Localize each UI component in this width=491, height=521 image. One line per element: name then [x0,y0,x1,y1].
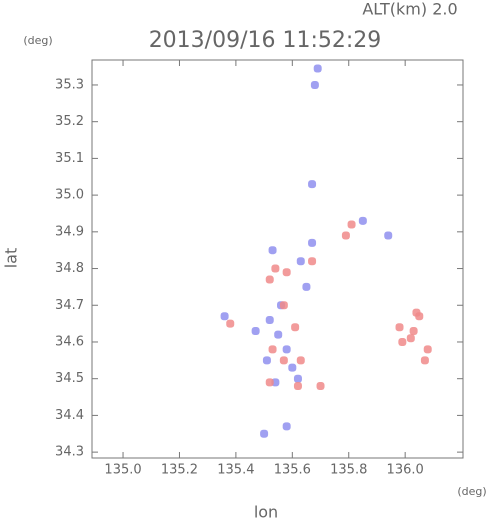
echo-patch [293,382,302,391]
plot-frame [91,59,464,459]
echo-patch [268,345,277,354]
echo-patch [406,334,415,343]
echo-patch [293,374,302,383]
echo-patch [282,422,291,431]
echo-patch [265,275,274,284]
x-tick-label: 135.2 [161,463,198,478]
echo-patch [313,64,322,73]
y-tick-label: 34.7 [55,298,84,313]
y-unit: (deg) [23,34,52,47]
echo-patch [279,301,288,310]
y-tick-label: 34.6 [55,334,84,349]
echo-patch [262,356,271,365]
y-tick-label: 35.1 [55,151,84,166]
echo-patch [310,80,319,89]
x-axis-label: lon [254,503,278,521]
echo-patch [395,323,404,332]
echo-patch [279,356,288,365]
echo-patch [409,326,418,335]
x-tick-label: 136.0 [387,463,424,478]
y-tick-label: 34.3 [55,445,84,460]
echo-patch [358,216,367,225]
y-axis-label: lat [2,248,21,269]
y-tick-label: 34.8 [55,261,84,276]
y-tick-label: 35.2 [55,114,84,129]
echo-patch [398,337,407,346]
echo-patch [274,330,283,339]
x-unit: (deg) [457,485,486,498]
echo-patch [265,315,274,324]
echo-patch [226,319,235,328]
echo-patch [268,246,277,255]
x-tick-label: 135.6 [274,463,311,478]
y-tick-label: 34.9 [55,224,84,239]
echo-patch [308,238,317,247]
x-tick-label: 135.0 [104,463,141,478]
y-tick-label: 35.0 [55,188,84,203]
echo-patch [341,231,350,240]
echo-patch [412,308,421,317]
y-tick-label: 35.3 [55,77,84,92]
echo-patch [260,429,269,438]
echo-patch [308,257,317,266]
echo-patch [265,378,274,387]
echo-patch [282,345,291,354]
echo-patch [423,345,432,354]
x-tick-label: 135.4 [217,463,254,478]
y-tick-label: 34.5 [55,371,84,386]
chart-subtitle: ALT(km) 2.0 [362,0,457,19]
echo-patch [316,382,325,391]
echo-patch [271,264,280,273]
y-tick-label: 34.4 [55,408,84,423]
echo-patch [308,180,317,189]
echo-patch [296,257,305,266]
echo-patch [288,363,297,372]
echo-patch [291,323,300,332]
echo-patch [220,312,229,321]
echo-patch [251,326,260,335]
echo-patch [296,356,305,365]
echo-patch [347,220,356,229]
x-tick-label: 135.8 [330,463,367,478]
echo-patch [384,231,393,240]
echo-patch [282,268,291,277]
echo-patch [302,282,311,291]
chart-title: 2013/09/16 11:52:29 [149,28,382,53]
echo-patch [420,356,429,365]
